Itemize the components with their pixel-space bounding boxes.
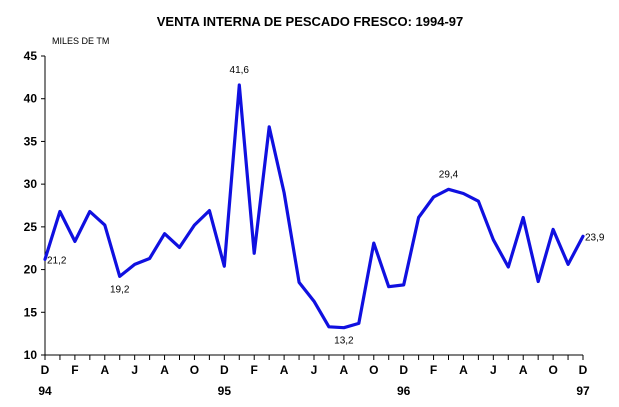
x-tick-label: O: [369, 363, 378, 377]
x-tick-label: A: [459, 363, 468, 377]
data-labels: 21,2 19,2 41,6 13,2 29,4 23,9: [47, 65, 605, 347]
data-label: 19,2: [110, 284, 130, 295]
x-tick-label: D: [579, 363, 588, 377]
x-tick-label: F: [71, 363, 78, 377]
data-label: 41,6: [230, 65, 250, 76]
x-tick-label: D: [41, 363, 50, 377]
y-tick-label: 35: [24, 134, 38, 148]
x-tick-label: J: [131, 363, 138, 377]
data-label: 21,2: [47, 255, 67, 266]
x-tick-label: F: [251, 363, 258, 377]
x-tick-label: O: [548, 363, 557, 377]
y-tick-label: 30: [24, 177, 38, 191]
y-tick-label: 10: [24, 348, 38, 362]
chart-title: VENTA INTERNA DE PESCADO FRESCO: 1994-97: [157, 14, 464, 29]
y-tick-label: 40: [24, 92, 38, 106]
x-tick-label: A: [160, 363, 169, 377]
x-tick-label: J: [311, 363, 318, 377]
y-axis-unit-label: MILES DE TM: [52, 36, 109, 46]
x-tick-label: A: [100, 363, 109, 377]
series-group: [43, 83, 585, 330]
data-label: 13,2: [334, 336, 354, 347]
y-tick-label: 15: [24, 305, 38, 319]
axes: 10 15 20 25 30 35 40 45 D F A J A O D F A J A O D F A J A O D 94 95 9…: [24, 49, 590, 398]
year-label: 96: [397, 384, 411, 398]
x-tick-label: O: [190, 363, 199, 377]
x-tick-label: A: [280, 363, 289, 377]
y-tick-label: 20: [24, 263, 38, 277]
data-label: 29,4: [439, 169, 459, 180]
x-tick-label: J: [490, 363, 497, 377]
y-tick-label: 25: [24, 220, 38, 234]
x-tick-label: D: [399, 363, 408, 377]
year-label: 94: [38, 384, 52, 398]
y-tick-label: 45: [24, 49, 38, 63]
year-label: 97: [576, 384, 590, 398]
year-label: 95: [218, 384, 232, 398]
data-label: 23,9: [585, 232, 605, 243]
x-tick-label: A: [519, 363, 528, 377]
x-tick-label: D: [220, 363, 229, 377]
x-tick-label: A: [340, 363, 349, 377]
series-line: [43, 83, 585, 330]
x-tick-label: F: [430, 363, 437, 377]
